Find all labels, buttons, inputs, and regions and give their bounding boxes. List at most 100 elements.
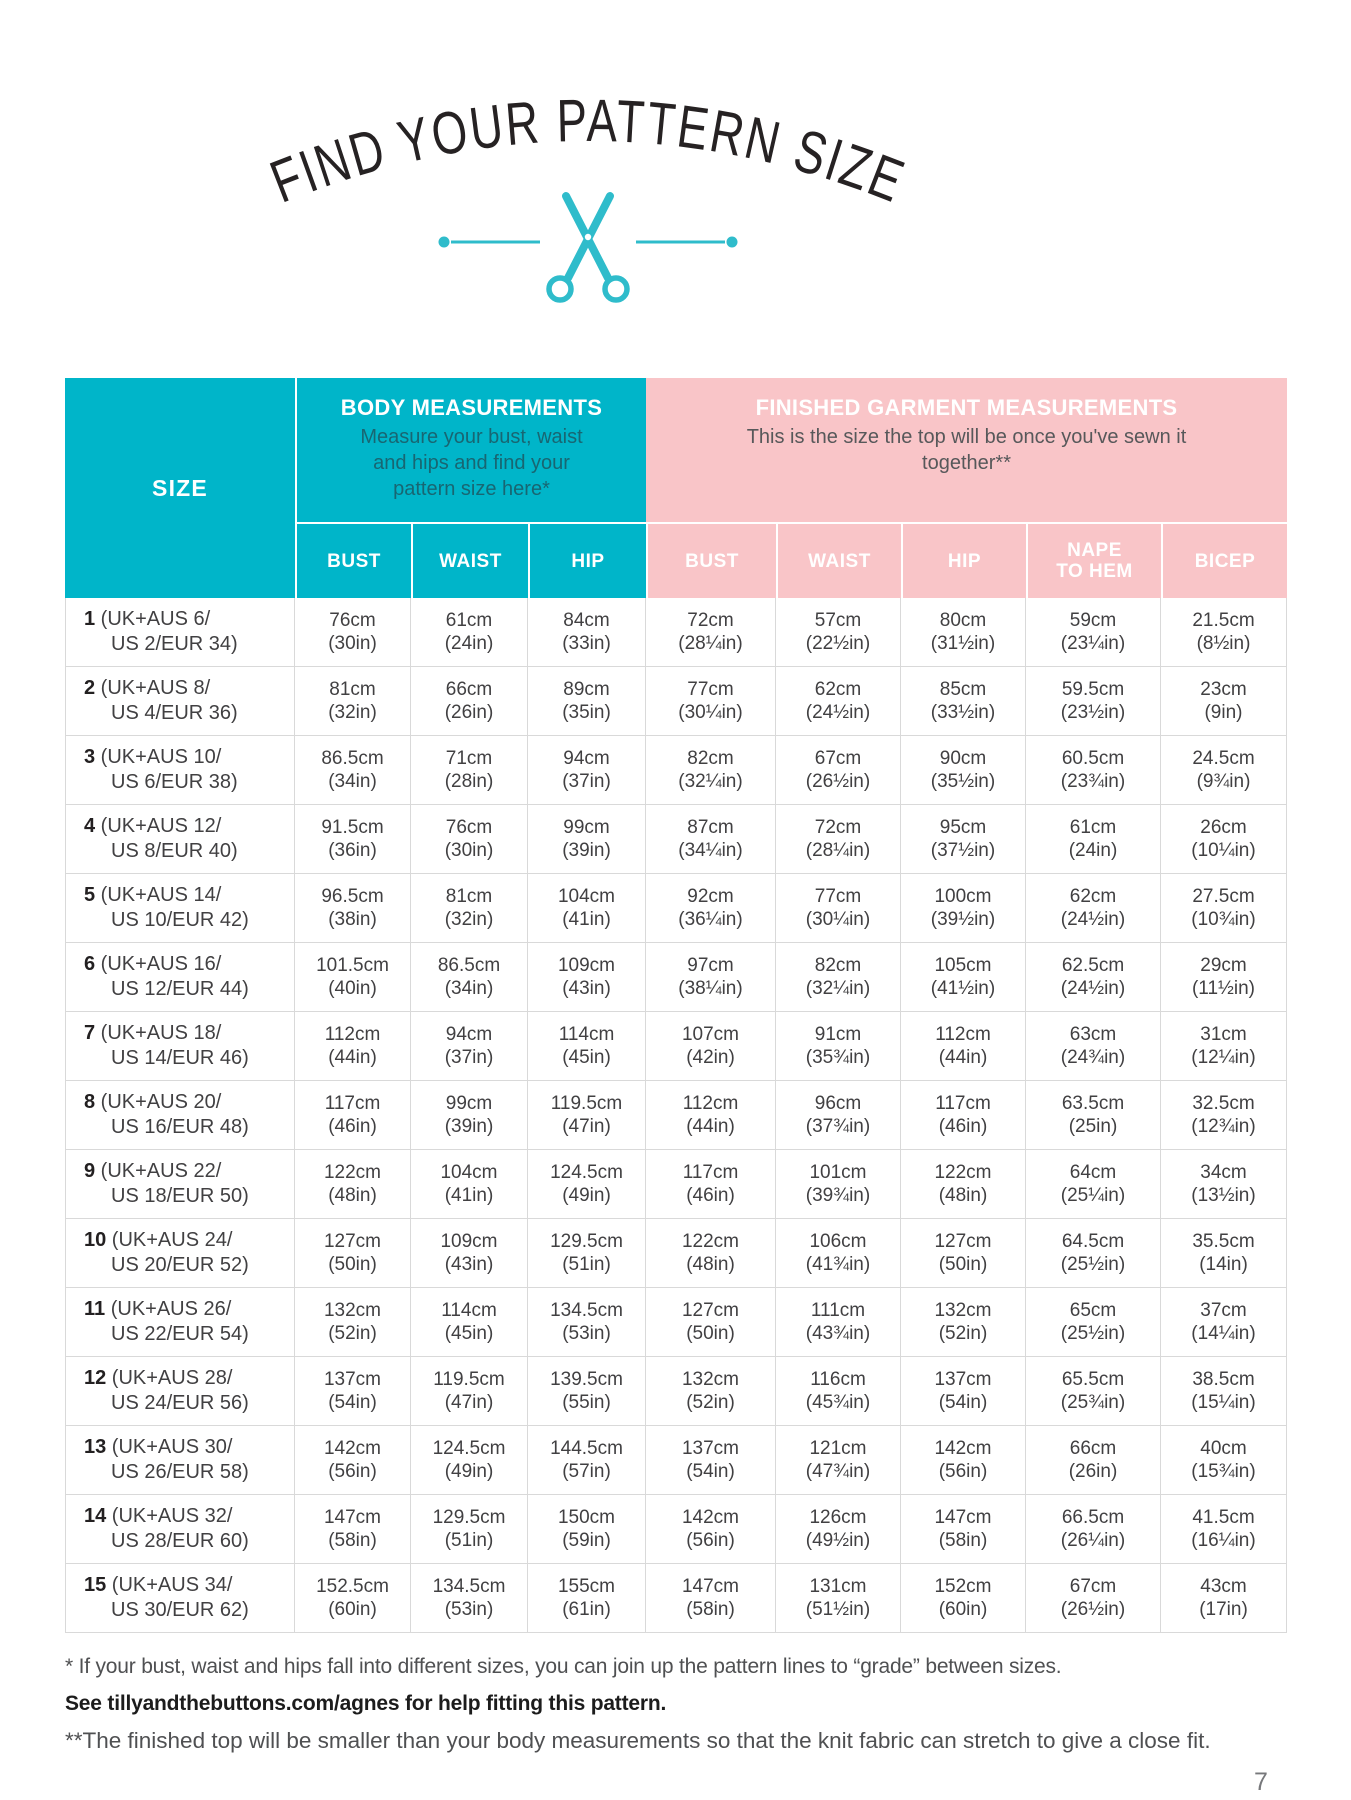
size-column-header: SIZE [65, 378, 295, 598]
column-header-waist: WAIST [411, 522, 528, 598]
measurement-cell: 62.5cm (24½in) [1026, 943, 1161, 1012]
measurement-cell: 66cm (26in) [1026, 1426, 1161, 1495]
measurement-cell: 64.5cm (25½in) [1026, 1219, 1161, 1288]
finished-garment-title: FINISHED GARMENT MEASUREMENTS [755, 395, 1178, 420]
measurement-cell: 72cm (28¼in) [646, 598, 776, 667]
size-row-label: 5 (UK+AUS 14/US 10/EUR 42) [65, 874, 295, 943]
measurement-cell: 147cm (58in) [901, 1495, 1026, 1564]
measurement-cell: 57cm (22½in) [776, 598, 901, 667]
column-header-bust: BUST [295, 522, 411, 598]
measurement-cell: 142cm (56in) [901, 1426, 1026, 1495]
measurement-cell: 137cm (54in) [646, 1426, 776, 1495]
measurement-cell: 99cm (39in) [528, 805, 646, 874]
measurement-cell: 124.5cm (49in) [528, 1150, 646, 1219]
measurement-cell: 122cm (48in) [901, 1150, 1026, 1219]
measurement-cell: 96.5cm (38in) [295, 874, 411, 943]
measurement-cell: 132cm (52in) [646, 1357, 776, 1426]
measurement-cell: 96cm (37¾in) [776, 1081, 901, 1150]
size-row-label: 15 (UK+AUS 34/US 30/EUR 62) [65, 1564, 295, 1633]
scissors-icon [546, 192, 630, 303]
measurement-cell: 71cm (28in) [411, 736, 528, 805]
measurement-cell: 100cm (39½in) [901, 874, 1026, 943]
measurement-cell: 107cm (42in) [646, 1012, 776, 1081]
measurement-cell: 41.5cm (16¼in) [1161, 1495, 1287, 1564]
measurement-cell: 65cm (25½in) [1026, 1288, 1161, 1357]
measurement-cell: 24.5cm (9¾in) [1161, 736, 1287, 805]
measurement-cell: 134.5cm (53in) [528, 1288, 646, 1357]
measurement-cell: 77cm (30¼in) [646, 667, 776, 736]
measurement-cell: 82cm (32¼in) [646, 736, 776, 805]
measurement-cell: 105cm (41½in) [901, 943, 1026, 1012]
measurement-cell: 35.5cm (14in) [1161, 1219, 1287, 1288]
measurement-cell: 62cm (24½in) [776, 667, 901, 736]
measurement-cell: 26cm (10¼in) [1161, 805, 1287, 874]
measurement-cell: 131cm (51½in) [776, 1564, 901, 1633]
measurement-cell: 77cm (30¼in) [776, 874, 901, 943]
measurement-cell: 76cm (30in) [295, 598, 411, 667]
measurement-cell: 122cm (48in) [646, 1219, 776, 1288]
size-row-label: 2 (UK+AUS 8/US 4/EUR 36) [65, 667, 295, 736]
measurement-cell: 81cm (32in) [295, 667, 411, 736]
measurement-cell: 144.5cm (57in) [528, 1426, 646, 1495]
footnote-grading: * If your bust, waist and hips fall into… [65, 1648, 1085, 1722]
measurement-cell: 109cm (43in) [411, 1219, 528, 1288]
footnotes: * If your bust, waist and hips fall into… [65, 1648, 1250, 1759]
measurement-cell: 90cm (35½in) [901, 736, 1026, 805]
size-row-label: 11 (UK+AUS 26/US 22/EUR 54) [65, 1288, 295, 1357]
measurement-cell: 127cm (50in) [295, 1219, 411, 1288]
scissors-divider [438, 192, 738, 303]
measurement-cell: 65.5cm (25¾in) [1026, 1357, 1161, 1426]
measurement-cell: 124.5cm (49in) [411, 1426, 528, 1495]
page-number: 7 [1254, 1768, 1268, 1796]
size-row-label: 3 (UK+AUS 10/US 6/EUR 38) [65, 736, 295, 805]
measurement-cell: 84cm (33in) [528, 598, 646, 667]
measurement-cell: 116cm (45¾in) [776, 1357, 901, 1426]
measurement-cell: 112cm (44in) [646, 1081, 776, 1150]
measurement-cell: 76cm (30in) [411, 805, 528, 874]
size-row-label: 14 (UK+AUS 32/US 28/EUR 60) [65, 1495, 295, 1564]
column-header-bust: BUST [646, 522, 776, 598]
measurement-cell: 66.5cm (26¼in) [1026, 1495, 1161, 1564]
finished-garment-header: FINISHED GARMENT MEASUREMENTS This is th… [646, 378, 1287, 522]
measurement-cell: 21.5cm (8½in) [1161, 598, 1287, 667]
measurement-cell: 95cm (37½in) [901, 805, 1026, 874]
measurement-cell: 122cm (48in) [295, 1150, 411, 1219]
measurement-cell: 139.5cm (55in) [528, 1357, 646, 1426]
measurement-cell: 129.5cm (51in) [411, 1495, 528, 1564]
divider-dot-left [438, 236, 450, 248]
measurement-cell: 62cm (24½in) [1026, 874, 1161, 943]
size-row-label: 8 (UK+AUS 20/US 16/EUR 48) [65, 1081, 295, 1150]
measurement-cell: 85cm (33½in) [901, 667, 1026, 736]
measurement-cell: 29cm (11½in) [1161, 943, 1287, 1012]
footnote-grading-text: * If your bust, waist and hips fall into… [65, 1655, 1062, 1678]
measurement-cell: 37cm (14¼in) [1161, 1288, 1287, 1357]
measurement-cell: 94cm (37in) [411, 1012, 528, 1081]
measurement-cell: 117cm (46in) [295, 1081, 411, 1150]
column-header-hip: HIP [901, 522, 1026, 598]
column-header-nape-to-hem: NAPE TO HEM [1026, 522, 1161, 598]
measurement-cell: 27.5cm (10¾in) [1161, 874, 1287, 943]
measurement-cell: 142cm (56in) [295, 1426, 411, 1495]
measurement-cell: 81cm (32in) [411, 874, 528, 943]
measurement-cell: 132cm (52in) [295, 1288, 411, 1357]
measurement-cell: 147cm (58in) [646, 1564, 776, 1633]
measurement-cell: 121cm (47¾in) [776, 1426, 901, 1495]
footnote-finished: **The finished top will be smaller than … [65, 1728, 1211, 1753]
measurement-cell: 63.5cm (25in) [1026, 1081, 1161, 1150]
body-measurements-header: BODY MEASUREMENTS Measure your bust, wai… [295, 378, 646, 522]
page-title: FIND YOUR PATTERN SIZE [262, 87, 911, 216]
measurement-cell: 152.5cm (60in) [295, 1564, 411, 1633]
measurement-cell: 59cm (23¼in) [1026, 598, 1161, 667]
measurement-cell: 99cm (39in) [411, 1081, 528, 1150]
measurement-cell: 132cm (52in) [901, 1288, 1026, 1357]
measurement-cell: 104cm (41in) [411, 1150, 528, 1219]
measurement-cell: 119.5cm (47in) [411, 1357, 528, 1426]
measurement-cell: 38.5cm (15¼in) [1161, 1357, 1287, 1426]
measurement-cell: 72cm (28¼in) [776, 805, 901, 874]
measurement-cell: 150cm (59in) [528, 1495, 646, 1564]
measurement-cell: 134.5cm (53in) [411, 1564, 528, 1633]
measurement-cell: 97cm (38¼in) [646, 943, 776, 1012]
size-row-label: 6 (UK+AUS 16/US 12/EUR 44) [65, 943, 295, 1012]
footnote-grading-link-text: See tillyandthebuttons.com/agnes for hel… [65, 1692, 667, 1715]
